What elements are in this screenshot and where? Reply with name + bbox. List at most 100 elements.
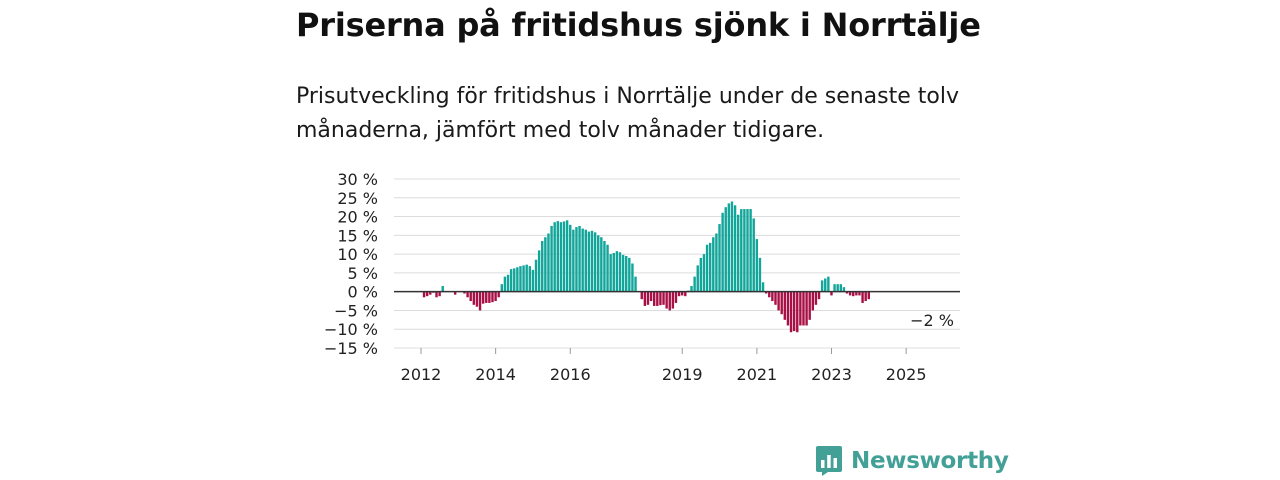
bar xyxy=(615,251,619,292)
bar xyxy=(519,266,522,292)
newsworthy-logo-icon xyxy=(816,446,842,476)
bar xyxy=(575,227,578,292)
bar xyxy=(478,291,482,311)
x-tick-label: 2014 xyxy=(475,365,516,384)
bar xyxy=(569,224,572,292)
bar xyxy=(817,291,821,300)
bar xyxy=(848,291,852,296)
y-axis-ticks: 30 %25 %20 %15 %10 %5 %0 %−5 %−10 %−15 % xyxy=(324,170,378,358)
bar xyxy=(761,282,765,292)
y-tick-label: −10 % xyxy=(324,320,378,339)
bar xyxy=(562,221,566,292)
bar xyxy=(516,267,519,292)
y-tick-label: −15 % xyxy=(324,339,378,358)
bar xyxy=(640,291,643,300)
bar xyxy=(429,291,432,295)
bar xyxy=(696,265,699,292)
y-gridlines xyxy=(394,178,960,349)
bar xyxy=(581,228,584,292)
bar xyxy=(494,291,497,302)
bar xyxy=(740,209,743,292)
bar xyxy=(736,214,740,292)
bar xyxy=(808,291,811,320)
y-tick-label: 5 % xyxy=(348,264,378,283)
bar xyxy=(506,274,510,292)
bar xyxy=(634,276,637,292)
bar xyxy=(649,291,653,302)
bar xyxy=(820,280,824,292)
y-tick-label: 30 % xyxy=(337,170,378,189)
bar xyxy=(550,225,553,292)
bar xyxy=(559,222,563,292)
bar xyxy=(789,291,793,333)
newsworthy-brand[interactable]: Newsworthy xyxy=(816,446,1009,476)
bar xyxy=(674,291,678,303)
bar xyxy=(799,291,802,326)
y-tick-label: −5 % xyxy=(334,301,378,320)
bar xyxy=(861,291,864,303)
bar xyxy=(771,291,774,302)
bar xyxy=(836,284,839,292)
bar xyxy=(845,291,849,294)
bar xyxy=(749,209,752,292)
bar-series xyxy=(422,201,870,333)
bar xyxy=(743,209,746,292)
bar xyxy=(593,232,597,292)
bar xyxy=(802,291,805,326)
bar xyxy=(441,286,444,292)
bar xyxy=(724,207,727,292)
bar xyxy=(503,276,507,292)
chart-title: Priserna på fritidshus sjönk i Norrtälje xyxy=(296,6,981,44)
bar xyxy=(780,291,783,315)
y-tick-label: 10 % xyxy=(337,245,378,264)
bar xyxy=(830,291,833,296)
bar xyxy=(541,240,544,292)
bar xyxy=(702,254,706,292)
bar xyxy=(628,257,631,292)
bar xyxy=(668,291,671,311)
bar xyxy=(867,291,870,300)
bar xyxy=(712,237,715,292)
bar xyxy=(537,250,541,292)
bar xyxy=(578,225,581,292)
bar xyxy=(855,291,858,296)
bar xyxy=(699,257,703,292)
bar xyxy=(811,291,815,311)
bar xyxy=(833,284,836,292)
bar xyxy=(525,264,528,292)
x-tick-label: 2021 xyxy=(737,365,778,384)
bar xyxy=(680,291,684,296)
bar xyxy=(438,291,441,297)
bar xyxy=(752,218,755,292)
bar xyxy=(469,291,472,302)
bar xyxy=(705,244,709,292)
bar xyxy=(662,291,665,305)
bar xyxy=(864,291,867,302)
bar xyxy=(858,291,861,296)
x-axis-ticks: 2012 2014 2016 2019 2021 2023 2025 xyxy=(401,348,927,384)
bar xyxy=(475,291,479,307)
bar xyxy=(842,287,846,292)
bar xyxy=(824,278,827,292)
bar xyxy=(796,291,799,333)
bar xyxy=(500,284,504,292)
x-tick-label: 2023 xyxy=(811,365,852,384)
bar xyxy=(715,233,718,292)
bar xyxy=(587,231,591,292)
bar xyxy=(693,276,696,292)
bar xyxy=(671,291,675,309)
x-tick-label: 2025 xyxy=(886,365,927,384)
y-tick-label: 15 % xyxy=(337,226,378,245)
last-value-annotation: −2 % xyxy=(910,311,954,330)
bar xyxy=(852,291,855,297)
bar-chart: 30 %25 %20 %15 %10 %5 %0 %−5 %−10 %−15 %… xyxy=(324,170,960,384)
bar xyxy=(625,255,628,292)
bar xyxy=(665,291,668,309)
x-tick-label: 2019 xyxy=(662,365,703,384)
bar xyxy=(463,291,466,294)
bar xyxy=(774,291,777,305)
bar xyxy=(491,291,494,303)
bar xyxy=(590,230,594,292)
bar xyxy=(777,291,780,311)
bar xyxy=(497,291,500,298)
